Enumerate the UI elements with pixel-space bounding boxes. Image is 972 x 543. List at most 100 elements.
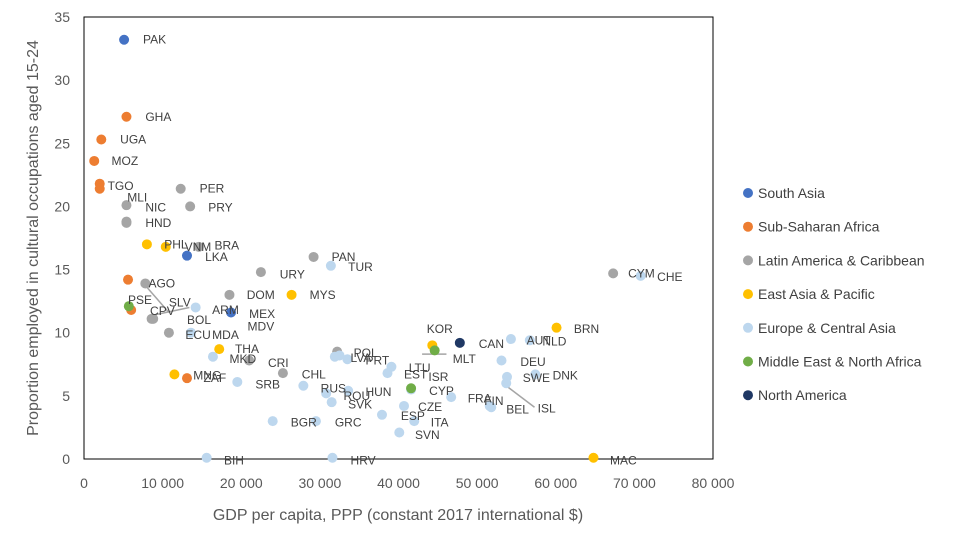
x-tick-label: 80 000: [692, 475, 735, 491]
point-label-svk: SVK: [348, 398, 372, 412]
legend-marker: [743, 322, 753, 333]
point-label-cyp: CYP: [429, 384, 454, 398]
data-point-ury: [255, 267, 266, 278]
y-tick-label: 0: [62, 451, 70, 467]
data-point-cze: [399, 400, 410, 411]
point-label-pak: PAK: [143, 33, 166, 47]
data-point-bol: [148, 313, 159, 324]
data-point-unlabeled: [382, 368, 393, 379]
point-label-est: EST: [404, 367, 428, 381]
legend-label: East Asia & Pacific: [758, 286, 875, 302]
point-label-fin: FIN: [484, 394, 503, 408]
data-point-bel: [486, 402, 497, 413]
data-point-mdv: [226, 307, 237, 318]
point-label-vnm: VNM: [185, 240, 212, 254]
data-point-ita: [409, 416, 420, 427]
point-label-zaf: ZAF: [204, 371, 227, 385]
data-point-mys: [286, 289, 297, 300]
point-label-slv: SLV: [169, 295, 191, 309]
data-point-cym: [608, 268, 619, 279]
data-point-svk: [326, 397, 337, 408]
data-point-mac: [588, 452, 599, 463]
x-tick-label: 10 000: [141, 475, 184, 491]
point-label-mac: MAC: [610, 453, 637, 467]
data-point-dom: [224, 289, 235, 300]
data-point-chl: [277, 368, 288, 379]
data-point-moz: [89, 155, 100, 166]
y-tick-label: 5: [62, 388, 70, 404]
point-label-per: PER: [200, 182, 225, 196]
legend-label: Sub-Saharan Africa: [758, 219, 880, 235]
x-axis-label: GDP per capita, PPP (constant 2017 inter…: [213, 507, 583, 524]
data-point-can: [454, 337, 465, 348]
data-point-rou: [321, 388, 332, 399]
point-label-ury: URY: [280, 268, 305, 282]
data-point-pse: [123, 301, 134, 312]
point-label-dnk: DNK: [553, 369, 578, 383]
legend-label: North America: [758, 387, 847, 403]
legend-marker: [743, 188, 753, 198]
point-label-rou: ROU: [343, 389, 370, 403]
point-label-mkd: MKD: [229, 352, 256, 366]
legend-label: South Asia: [758, 185, 825, 201]
point-label-bol: BOL: [187, 313, 211, 327]
data-point-hnd: [121, 217, 132, 228]
data-point-cri: [244, 355, 255, 366]
point-label-lva: LVA: [351, 351, 372, 365]
data-point-vnm: [160, 241, 171, 252]
data-point-srb: [232, 376, 243, 387]
point-label-bih: BIH: [224, 453, 244, 467]
point-label-swe: SWE: [523, 371, 550, 385]
point-label-mli: MLI: [127, 191, 147, 205]
point-label-aut: AUT: [527, 333, 552, 347]
point-label-kor: KOR: [427, 322, 453, 336]
data-point-dnk: [530, 369, 541, 380]
data-point-tur: [325, 260, 336, 271]
data-point-pan: [308, 251, 319, 262]
data-point-bra: [193, 241, 204, 252]
point-label-ecu: ECU: [185, 328, 210, 342]
point-label-isl: ISL: [538, 401, 556, 415]
point-label-chl: CHL: [302, 367, 326, 381]
point-label-bra: BRA: [215, 239, 240, 253]
data-point-deu: [496, 355, 507, 366]
data-point-pry: [185, 201, 196, 212]
point-label-esp: ESP: [401, 409, 425, 423]
legend-label: Europe & Central Asia: [758, 320, 896, 336]
point-label-fra: FRA: [468, 391, 492, 405]
data-point-phl: [141, 239, 152, 250]
point-label-ago: AGO: [148, 276, 175, 290]
x-tick-label: 30 000: [298, 475, 341, 491]
data-point-ago: [140, 278, 151, 289]
point-label-pse: PSE: [128, 293, 152, 307]
y-tick-label: 15: [54, 262, 70, 278]
data-point-tha: [214, 344, 225, 355]
leader-line: [146, 286, 170, 314]
data-point-uga: [96, 134, 107, 145]
data-point-esp: [376, 409, 387, 420]
y-tick-label: 20: [54, 198, 70, 214]
data-point-isl: [501, 378, 512, 389]
data-point-per: [175, 183, 186, 194]
data-point-unlabeled: [406, 383, 417, 394]
point-label-dom: DOM: [247, 288, 275, 302]
data-point-lva: [329, 351, 340, 362]
data-point-unlabeled: [94, 183, 105, 194]
y-axis-ticks: 0 5 10 15 20 25 30 35: [54, 9, 70, 467]
x-tick-label: 50 000: [456, 475, 499, 491]
point-label-arm: ARM: [212, 303, 239, 317]
point-label-nic: NIC: [145, 201, 166, 215]
point-label-hnd: HND: [145, 216, 171, 230]
point-label-hun: HUN: [365, 385, 391, 399]
point-label-mys: MYS: [310, 288, 336, 302]
legend-label: Middle East & North Africa: [758, 354, 922, 370]
data-point-zaf: [181, 373, 192, 384]
point-label-nld: NLD: [542, 335, 566, 349]
point-label-lka: LKA: [205, 250, 228, 264]
point-label-cri: CRI: [268, 356, 289, 370]
data-point-lka: [181, 250, 192, 261]
point-label-deu: DEU: [520, 355, 545, 369]
point-label-tur: TUR: [348, 260, 373, 274]
point-label-bgr: BGR: [291, 415, 317, 429]
x-tick-label: 0: [80, 475, 88, 491]
